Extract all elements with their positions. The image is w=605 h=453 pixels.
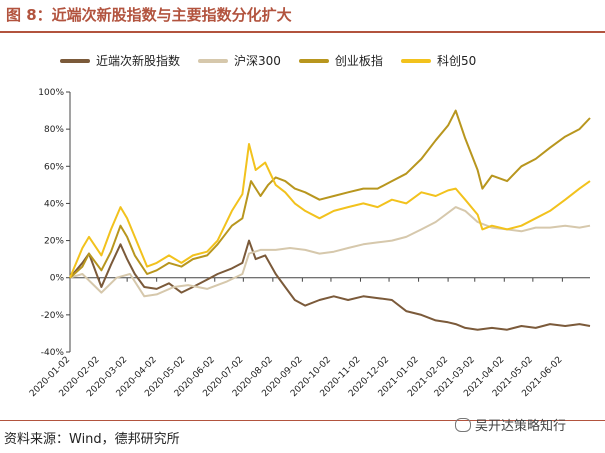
y-tick-label: 40%: [44, 199, 64, 209]
watermark: 吴开达策略知行: [455, 415, 566, 434]
source-note: 资料来源：Wind，德邦研究所: [4, 432, 180, 447]
legend-swatch-2: [298, 58, 329, 63]
y-tick-label: 0%: [50, 274, 65, 284]
y-tick-label: 80%: [44, 125, 64, 135]
watermark-text: 吴开达策略知行: [475, 419, 567, 434]
legend-item-series-2: 创业板指: [298, 52, 383, 69]
legend-swatch-1: [198, 58, 229, 63]
legend-item-series-3: 科创50: [400, 52, 477, 69]
legend-swatch-3: [400, 58, 431, 63]
wechat-icon: [455, 417, 471, 432]
chart-plot: -40%-20%0%20%40%60%80%100%2020-01-022020…: [28, 88, 591, 399]
y-tick-label: 100%: [38, 88, 64, 98]
legend-label-3: 科创50: [436, 54, 477, 68]
legend-label-1: 沪深300: [234, 54, 281, 68]
y-tick-label: -40%: [41, 348, 65, 358]
chart-legend: 近端次新股指数 沪深300 创业板指 科创50: [60, 52, 476, 69]
series-line-3: [69, 143, 591, 279]
series-line-2: [69, 109, 591, 279]
footer-divider: [0, 420, 605, 421]
legend-item-series-0: 近端次新股指数: [60, 52, 180, 69]
series-line-0: [69, 239, 591, 331]
title-divider: [0, 31, 605, 33]
legend-item-series-1: 沪深300: [198, 52, 281, 69]
chart-title: 图 8：近端次新股指数与主要指数分化扩大: [6, 6, 292, 24]
y-tick-label: 20%: [44, 237, 64, 247]
series-line-1: [69, 206, 591, 298]
y-tick-label: -20%: [41, 311, 65, 321]
legend-label-2: 创业板指: [334, 54, 383, 68]
legend-swatch-0: [60, 58, 90, 63]
y-tick-label: 60%: [44, 162, 64, 172]
legend-label-0: 近端次新股指数: [96, 54, 181, 68]
